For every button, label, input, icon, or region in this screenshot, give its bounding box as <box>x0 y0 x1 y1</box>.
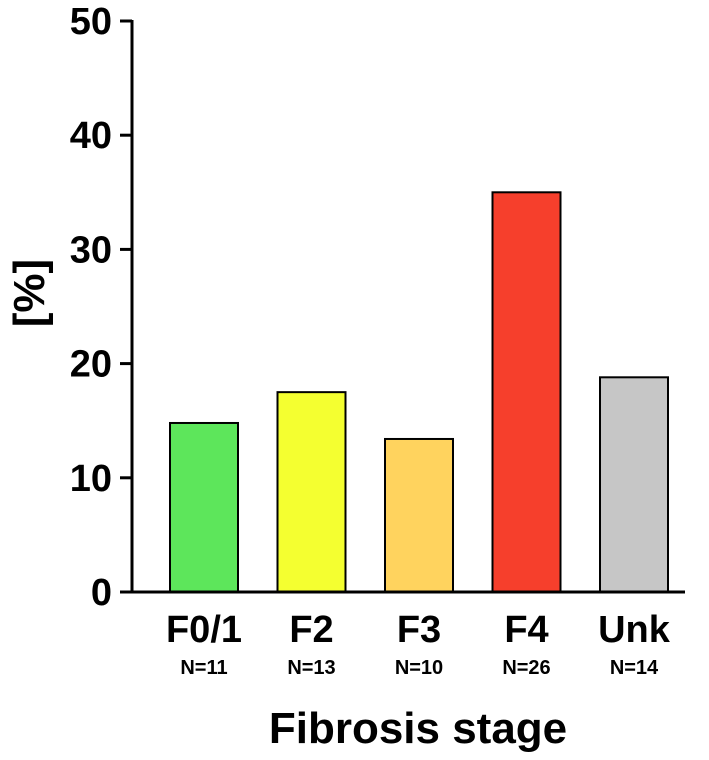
sample-size-label: N=11 <box>180 657 227 679</box>
bar-f2 <box>276 391 347 593</box>
bar-f4 <box>491 191 562 594</box>
y-tick-label: 50 <box>70 1 112 43</box>
x-category-label: F3 <box>397 609 441 651</box>
x-category-label: F4 <box>504 609 548 651</box>
y-tick-label: 10 <box>70 458 112 500</box>
bar-unk <box>599 376 669 593</box>
y-tick-label: 20 <box>70 344 112 386</box>
sample-size-label: N=14 <box>610 657 659 679</box>
sample-size-label: N=10 <box>395 657 443 679</box>
sample-size-labels: N=11 N=13 N=10 N=26 N=14 <box>180 657 659 679</box>
x-category-label: F0/1 <box>166 609 242 651</box>
x-category-label: F2 <box>289 609 333 651</box>
sample-size-label: N=26 <box>502 657 550 679</box>
bar-f3 <box>384 437 454 593</box>
y-tick-label: 40 <box>70 115 112 157</box>
sample-size-label: N=13 <box>287 657 335 679</box>
y-tick-label: 30 <box>70 229 112 271</box>
x-category-label: Unk <box>598 609 671 651</box>
y-axis-title: [%] <box>5 259 54 327</box>
y-tick-label: 0 <box>91 572 112 614</box>
y-axis-ticks: 0 10 20 30 40 50 <box>70 1 132 614</box>
bars <box>169 191 669 594</box>
bar-f0-1 <box>169 421 239 594</box>
x-axis-title: Fibrosis stage <box>269 704 567 753</box>
category-labels: F0/1 F2 F3 F4 Unk <box>166 609 671 651</box>
